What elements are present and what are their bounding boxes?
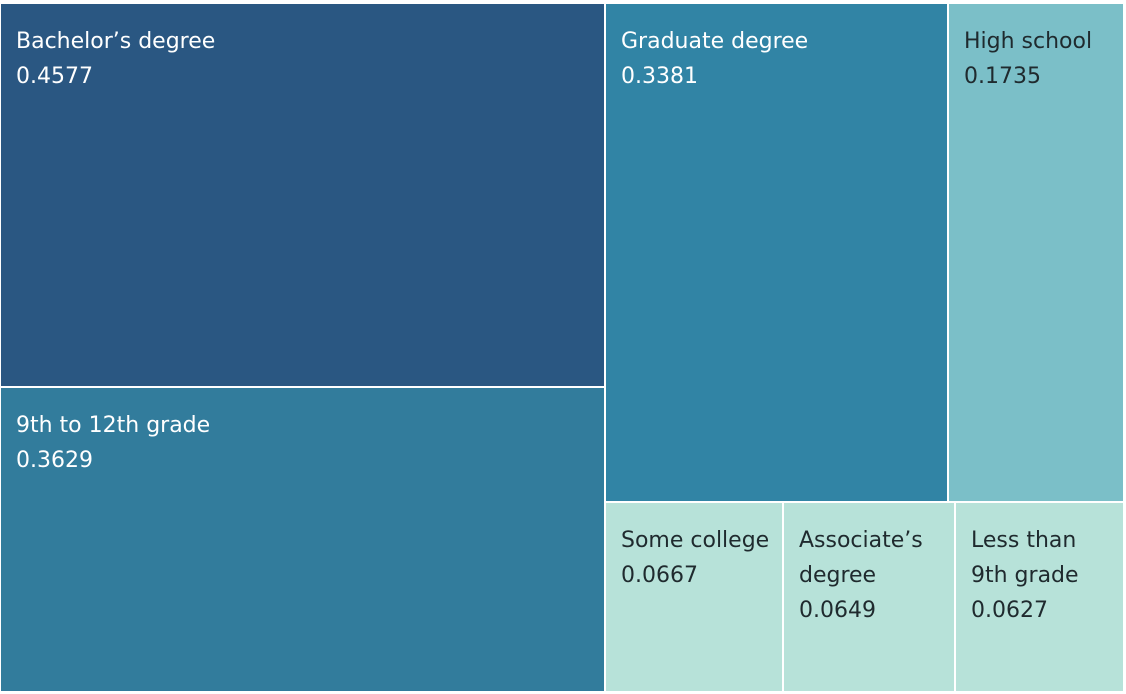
- treemap-tile-high-school: High school 0.1735: [949, 4, 1123, 501]
- tile-label: Less than 9th grade: [971, 528, 1079, 588]
- tile-value: 0.0627: [971, 598, 1048, 623]
- treemap-tile-associate-s-degree: Associate’s degree 0.0649: [784, 503, 954, 691]
- tile-label: 9th to 12th grade: [16, 413, 211, 438]
- tile-label: Associate’s degree: [799, 528, 923, 588]
- tile-value: 0.4577: [16, 64, 93, 89]
- treemap-tile-9th-to-12th-grade: 9th to 12th grade 0.3629: [1, 388, 604, 691]
- tile-label: Bachelor’s degree: [16, 29, 216, 54]
- treemap-tile-less-than-9th-grade: Less than 9th grade 0.0627: [956, 503, 1123, 691]
- tile-value: 0.0649: [799, 598, 876, 623]
- tile-value: 0.3629: [16, 448, 93, 473]
- treemap-tile-some-college: Some college 0.0667: [606, 503, 782, 691]
- tile-label: Graduate degree: [621, 29, 809, 54]
- tile-value: 0.1735: [964, 64, 1041, 89]
- treemap-tile-bachelor-s-degree: Bachelor’s degree 0.4577: [1, 4, 604, 386]
- treemap-tile-graduate-degree: Graduate degree 0.3381: [606, 4, 947, 501]
- tile-label: High school: [964, 29, 1093, 54]
- tile-value: 0.0667: [621, 563, 698, 588]
- tile-label: Some college: [621, 528, 770, 553]
- tile-value: 0.3381: [621, 64, 698, 89]
